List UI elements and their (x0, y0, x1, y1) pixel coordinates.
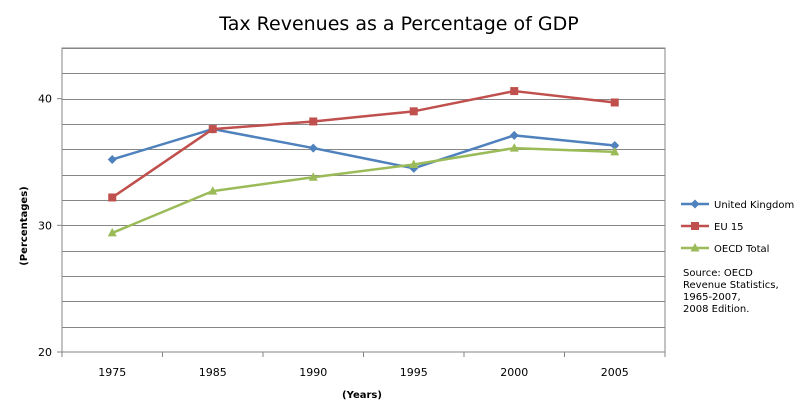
chart-title: Tax Revenues as a Percentage of GDP (218, 13, 578, 35)
data-point (610, 98, 619, 107)
x-tick-label: 1990 (299, 366, 327, 379)
legend-item: EU 15 (681, 222, 744, 233)
x-axis: 1975 1985 1990 1995 2000 2005 (61, 352, 666, 379)
data-point (208, 186, 218, 195)
series-line (111, 127, 615, 170)
data-point (509, 130, 519, 140)
source-line: 2008 Edition. (683, 304, 750, 315)
x-tick-label: 1995 (400, 366, 428, 379)
y-tick-label: 30 (38, 219, 52, 232)
series-layer (107, 87, 620, 237)
series-line (111, 89, 615, 199)
x-axis-label: (Years) (342, 390, 382, 401)
legend-marker (690, 199, 700, 209)
legend-label: EU 15 (714, 222, 744, 233)
legend-item: United Kingdom (681, 199, 794, 211)
source-line: 1965-2007, (683, 292, 741, 303)
series-oecd-total (107, 143, 620, 237)
legend-label: OECD Total (714, 244, 769, 255)
x-tick-label: 2000 (500, 366, 528, 379)
data-point (309, 117, 318, 126)
legend: United Kingdom EU 15 OECD Total (681, 199, 794, 255)
legend-label: United Kingdom (714, 200, 794, 211)
data-point (107, 154, 117, 164)
data-point (308, 143, 318, 153)
legend-marker (691, 222, 699, 230)
data-point (108, 193, 117, 202)
gridlines (62, 48, 665, 328)
data-point (610, 146, 620, 156)
legend-item: OECD Total (681, 243, 769, 255)
x-tick-label: 1985 (199, 366, 227, 379)
data-point (610, 141, 620, 151)
data-point (409, 159, 419, 169)
data-point (509, 143, 519, 152)
legend-marker (690, 243, 700, 252)
data-point (107, 227, 117, 237)
data-point (409, 107, 418, 116)
source-line: Revenue Statistics, (683, 280, 779, 291)
x-tick-label: 2005 (601, 366, 629, 379)
source-line: Source: OECD (683, 268, 753, 279)
data-point (208, 125, 217, 134)
data-point (308, 172, 318, 181)
series-eu-15 (108, 87, 619, 202)
y-tick-label: 40 (38, 93, 52, 106)
y-tick-label: 20 (38, 346, 52, 359)
y-axis-label: (Percentages) (19, 186, 30, 265)
x-tick-label: 1975 (98, 366, 126, 379)
series-line (111, 146, 615, 235)
data-point (510, 87, 519, 96)
source-note: Source: OECD Revenue Statistics, 1965-20… (683, 268, 793, 316)
y-axis: 20 30 40 (38, 93, 62, 359)
